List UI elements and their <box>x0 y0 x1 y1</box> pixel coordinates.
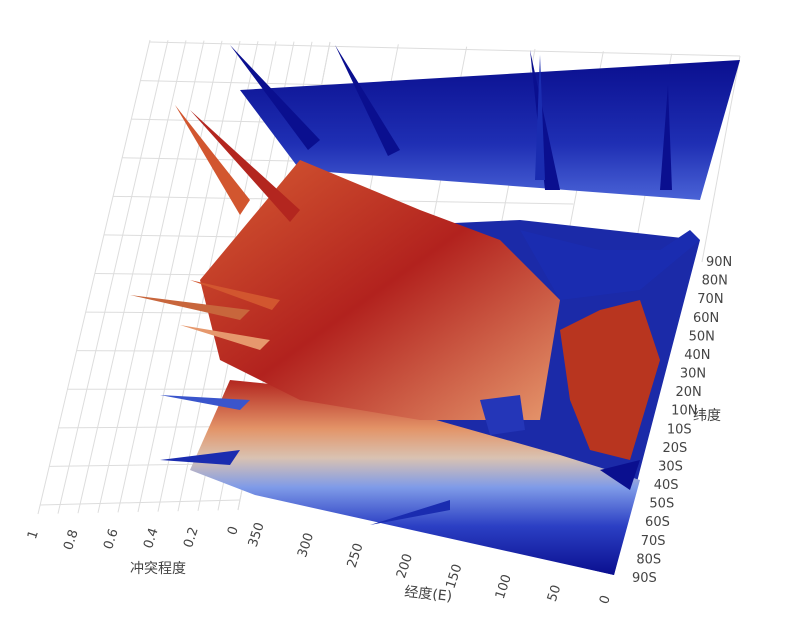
surface-spike <box>370 500 450 525</box>
x-axis-ticks: 0 50 100 150 200 250 300 350 <box>246 521 614 606</box>
surface-red-east <box>560 300 660 460</box>
z-axis-title: 冲突程度 <box>130 561 186 577</box>
y-tick-label: 80S <box>636 552 661 567</box>
z-tick-label: 0.8 <box>61 528 82 552</box>
surface-spike <box>660 85 672 190</box>
surface-blue-gap <box>520 230 700 300</box>
grid-line <box>97 40 205 513</box>
surface-spikes <box>130 45 672 525</box>
z-tick-label: 0.2 <box>181 525 202 549</box>
surface-spike <box>530 50 560 190</box>
y-tick-label: 50N <box>689 329 715 344</box>
x-tick-label: 350 <box>246 521 268 549</box>
surface-spike <box>175 105 250 215</box>
surface-spike <box>335 45 400 156</box>
grid-line <box>77 40 187 514</box>
grid-line <box>37 39 151 515</box>
y-tick-label: 70N <box>697 292 723 307</box>
x-tick-label: 250 <box>345 542 367 570</box>
surface-spike <box>190 110 300 222</box>
z-tick-label: 0 <box>225 525 242 538</box>
x-tick-label: 50 <box>545 583 564 603</box>
grid-line <box>137 40 241 513</box>
y-tick-label: 20N <box>676 385 702 400</box>
surface-front-band <box>190 380 640 575</box>
y-tick-label: 80N <box>702 274 728 289</box>
y-tick-label: 40S <box>654 478 679 493</box>
surface-red-mass <box>200 160 560 420</box>
surface <box>190 60 740 575</box>
y-tick-label: 10S <box>667 422 692 437</box>
y-tick-label: 60S <box>645 515 670 530</box>
surface-spike <box>160 395 250 410</box>
y-axis-ticks: 90S 80S 70S 60S 50S 40S 30S 20S 10S 10N 20N 30N 40N 5… <box>632 255 732 586</box>
x-tick-label: 150 <box>444 562 466 590</box>
z-tick-label: 0.4 <box>141 526 162 550</box>
x-axis-title: 经度(E) <box>404 584 453 605</box>
surface-spike <box>535 55 545 180</box>
y-tick-label: 30S <box>658 459 683 474</box>
surface-spike <box>130 295 250 320</box>
grid-line <box>117 40 223 513</box>
y-tick-label: 90N <box>706 255 732 270</box>
y-tick-label: 40N <box>684 348 710 363</box>
y-axis-title: 纬度 <box>693 408 721 424</box>
y-tick-label: 60N <box>693 311 719 326</box>
y-tick-label: 20S <box>662 441 687 456</box>
x-tick-label: 100 <box>493 573 515 601</box>
x-tick-label: 300 <box>295 531 317 559</box>
y-tick-label: 70S <box>641 534 666 549</box>
surface-spike <box>600 460 640 490</box>
y-tick-label: 30N <box>680 367 706 382</box>
y-tick-label: 10N <box>671 404 697 419</box>
z-tick-label: 1 <box>25 529 42 542</box>
z-tick-label: 0.6 <box>101 527 122 551</box>
z-axis-ticks: 0 0.2 0.4 0.6 0.8 1 <box>25 525 242 553</box>
surface-spike <box>190 280 280 310</box>
surface-blue-pocket <box>480 395 525 435</box>
grid-line <box>701 55 741 263</box>
surface-spike <box>160 450 240 465</box>
y-tick-label: 90S <box>632 571 657 586</box>
surface-spike <box>230 45 320 150</box>
y-tick-label: 50S <box>649 497 674 512</box>
grid-line <box>149 41 741 57</box>
x-tick-label: 0 <box>597 594 614 607</box>
grid-line <box>57 40 169 514</box>
x-tick-label: 200 <box>394 552 416 580</box>
surface-spike <box>180 325 270 350</box>
grid-line <box>39 499 241 506</box>
